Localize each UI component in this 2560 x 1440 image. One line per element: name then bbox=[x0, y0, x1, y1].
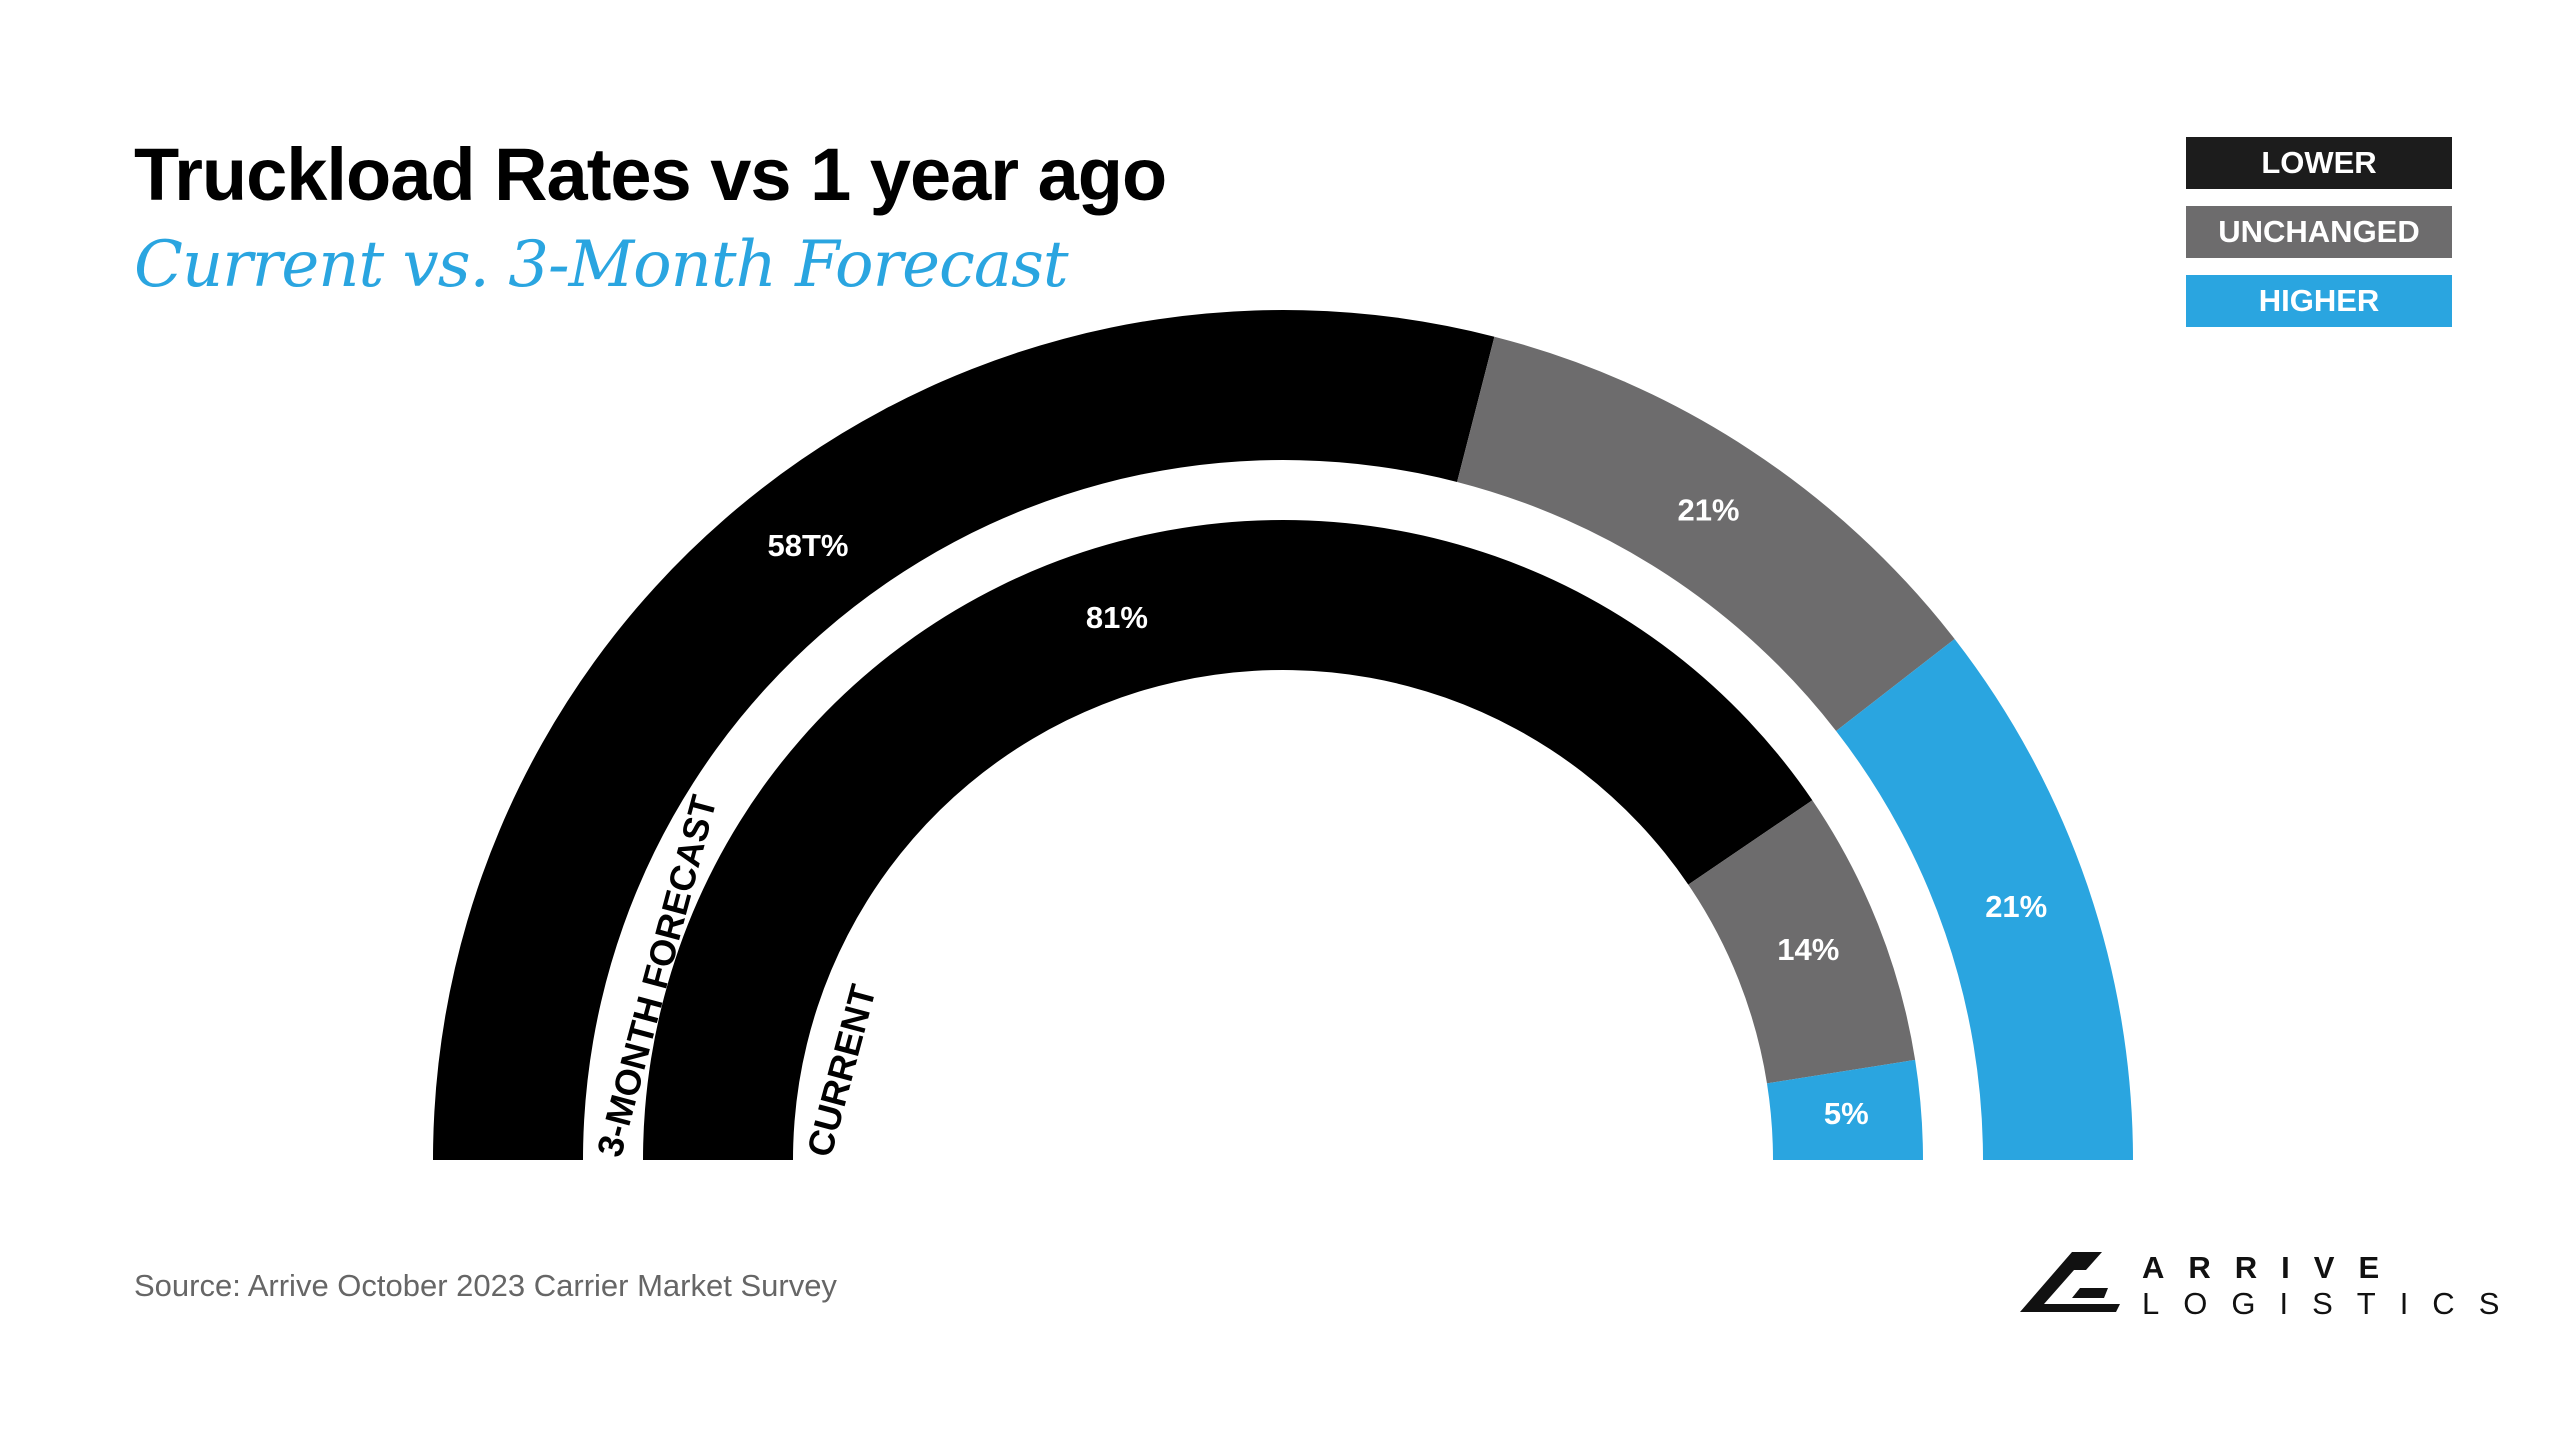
legend-label-lower: LOWER bbox=[2261, 145, 2377, 180]
legend-label-higher: HIGHER bbox=[2258, 283, 2380, 318]
forecast-slice-lower bbox=[433, 309, 1495, 1160]
current-label-unchanged: 14% bbox=[1777, 932, 1839, 967]
current-slice-unchanged bbox=[1688, 800, 1916, 1084]
current-label-lower: 81% bbox=[1086, 600, 1148, 635]
legend: LOWER UNCHANGED HIGHER bbox=[2186, 137, 2452, 344]
current-slice-lower bbox=[643, 520, 1813, 1160]
source-note: Source: Arrive October 2023 Carrier Mark… bbox=[134, 1268, 837, 1303]
legend-item-unchanged: UNCHANGED bbox=[2186, 206, 2452, 258]
chart-title: Truckload Rates vs 1 year ago bbox=[134, 133, 1167, 216]
forecast-slice-higher bbox=[1836, 639, 2133, 1160]
brand-word-arrive: ARRIVE bbox=[2142, 1250, 2404, 1285]
legend-item-higher: HIGHER bbox=[2186, 275, 2452, 327]
arrive-logo-icon bbox=[2020, 1252, 2120, 1312]
forecast-slice-unchanged bbox=[1457, 336, 1955, 731]
current-slice-higher bbox=[1766, 1059, 1923, 1160]
legend-item-lower: LOWER bbox=[2186, 137, 2452, 189]
forecast-label-unchanged: 21% bbox=[1677, 492, 1739, 527]
forecast-label-lower: 58T% bbox=[768, 528, 849, 563]
current-label-higher: 5% bbox=[1824, 1096, 1869, 1131]
legend-label-unchanged: UNCHANGED bbox=[2218, 214, 2420, 249]
brand-logo: ARRIVE LOGISTICS bbox=[2020, 1250, 2499, 1321]
brand-word-logistics: LOGISTICS bbox=[2142, 1286, 2524, 1321]
forecast-label-higher: 21% bbox=[1985, 889, 2047, 924]
chart-subtitle: Current vs. 3-Month Forecast bbox=[134, 228, 1069, 302]
